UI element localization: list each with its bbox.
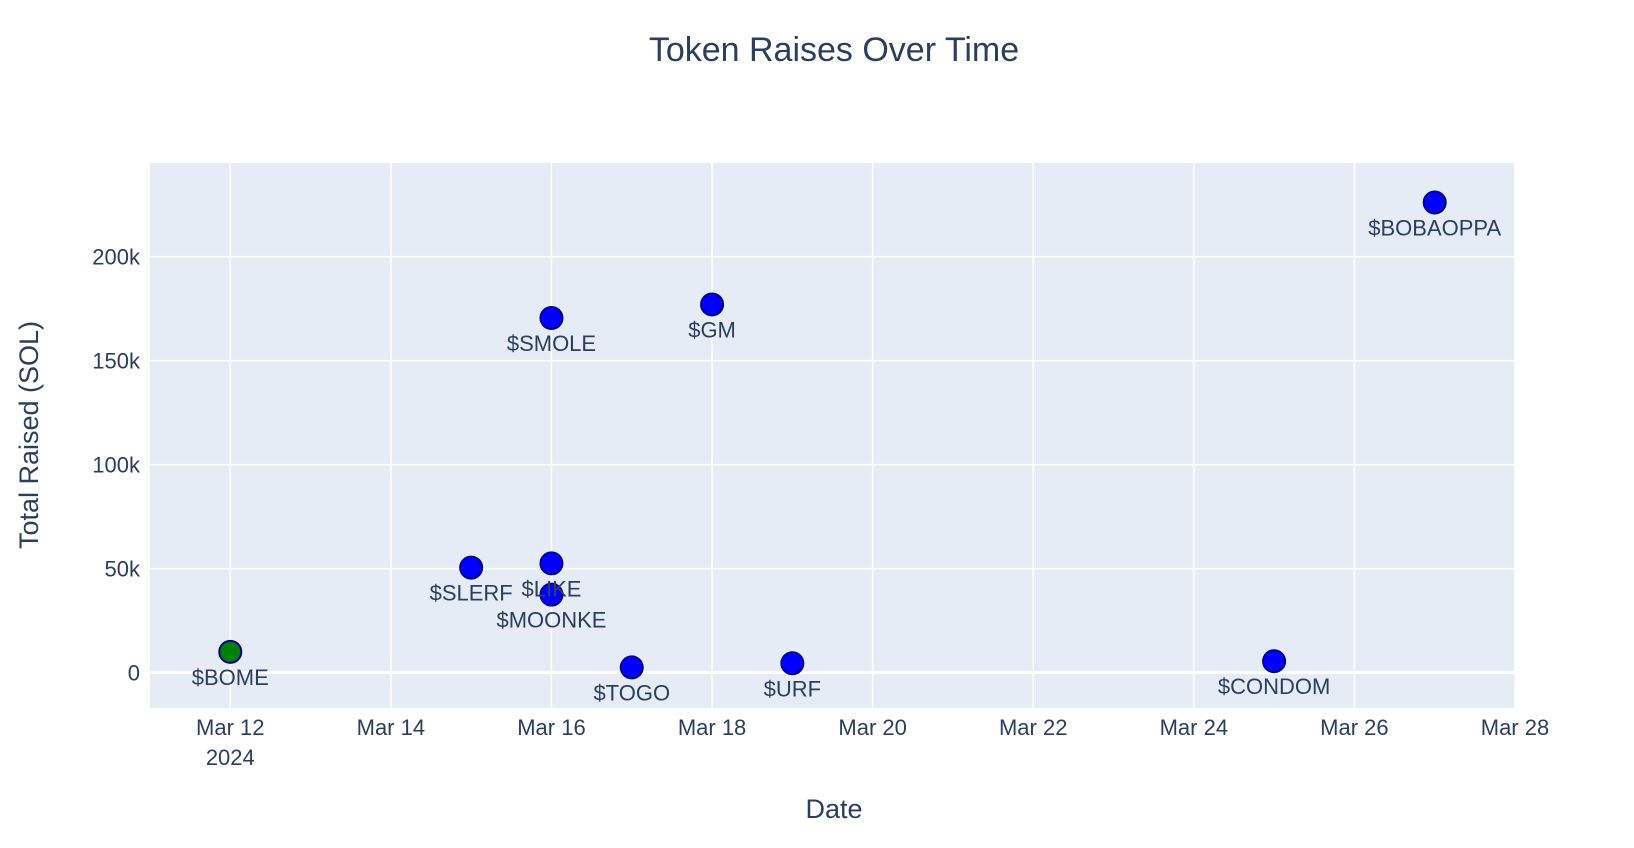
x-tick-label: Mar 20	[838, 715, 906, 740]
x-tick-label: Mar 16	[517, 715, 585, 740]
data-label: $BOBAOPPA	[1368, 216, 1501, 241]
data-point	[539, 305, 564, 330]
y-axis-ticks: 0 50k 100k 150k 200k	[92, 245, 141, 686]
x-tick-label: Mar 28	[1481, 715, 1549, 740]
x-axis-ticks: Mar 12 Mar 14 Mar 16 Mar 18 Mar 20 Mar 22 Mar …	[196, 715, 1549, 770]
x-tick-label: Mar 14	[357, 715, 425, 740]
data-point	[780, 651, 805, 676]
x-tick-label: Mar 24	[1160, 715, 1228, 740]
plot-area	[150, 163, 1515, 708]
data-label: $URF	[764, 676, 821, 701]
chart-title: Token Raises Over Time	[649, 31, 1019, 69]
data-label: $TOGO	[593, 680, 670, 705]
data-label: $SMOLE	[507, 331, 596, 356]
data-point	[1262, 649, 1287, 674]
data-point	[539, 582, 564, 607]
data-label: $CONDOM	[1218, 674, 1330, 699]
x-axis-title: Date	[805, 794, 862, 824]
data-label: $GM	[688, 317, 736, 342]
y-tick-label: 50k	[105, 557, 141, 582]
data-point	[218, 639, 243, 664]
data-label: $BOME	[192, 665, 269, 690]
data-point	[700, 292, 725, 317]
x-tick-label: Mar 18	[678, 715, 746, 740]
data-point	[1422, 190, 1447, 215]
data-point	[619, 655, 644, 680]
y-tick-label: 200k	[92, 245, 141, 270]
y-tick-label: 150k	[92, 349, 141, 374]
data-points	[218, 190, 1447, 680]
data-point	[459, 555, 484, 580]
data-point	[539, 551, 564, 576]
data-label: $MOONKE	[496, 608, 606, 633]
data-label: $SLERF	[430, 581, 513, 606]
y-tick-label: 100k	[92, 453, 141, 478]
y-axis-title: Total Raised (SOL)	[14, 321, 44, 549]
point-labels: $BOME $SLERF $LIKE $MOONKE $SMOLE $TOGO $GM $UR…	[192, 216, 1502, 706]
x-tick-label: Mar 22	[999, 715, 1067, 740]
data-label: $LIKE	[522, 576, 582, 601]
grid	[150, 163, 1516, 708]
x-tick-label: Mar 12	[196, 715, 264, 740]
x-tick-year-label: 2024	[206, 745, 255, 770]
x-tick-label: Mar 26	[1320, 715, 1388, 740]
y-tick-label: 0	[128, 661, 140, 686]
